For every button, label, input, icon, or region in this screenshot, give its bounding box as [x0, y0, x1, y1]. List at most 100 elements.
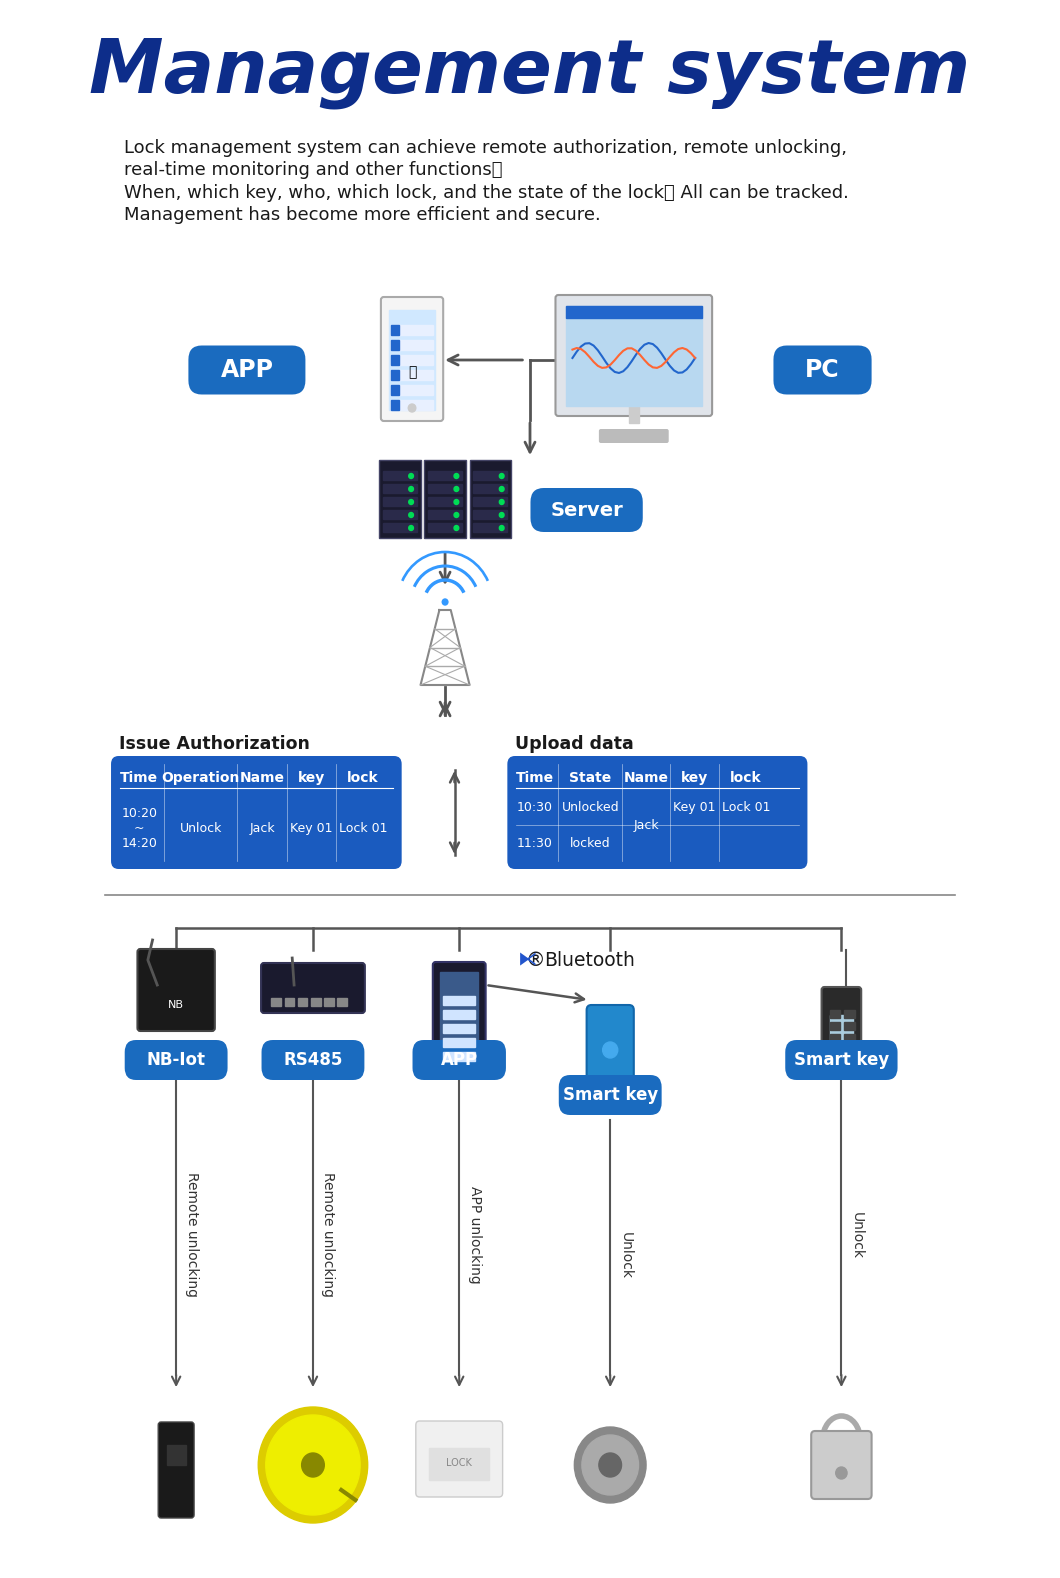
FancyBboxPatch shape — [381, 297, 443, 421]
Bar — [391, 339, 432, 350]
Circle shape — [603, 1041, 618, 1057]
Text: Operation: Operation — [161, 772, 240, 784]
Circle shape — [454, 486, 459, 491]
Bar — [391, 399, 432, 410]
Circle shape — [302, 1453, 324, 1477]
Bar — [337, 997, 347, 1007]
Bar — [166, 1445, 185, 1464]
Circle shape — [409, 486, 413, 491]
Text: Unlock: Unlock — [850, 1212, 864, 1259]
Text: Unlock: Unlock — [619, 1231, 633, 1278]
Bar — [830, 1010, 841, 1018]
FancyBboxPatch shape — [111, 756, 402, 869]
Text: real-time monitoring and other functions。: real-time monitoring and other functions… — [124, 161, 502, 178]
Bar — [428, 497, 462, 507]
FancyBboxPatch shape — [470, 461, 511, 538]
Circle shape — [266, 1415, 360, 1515]
Bar — [391, 385, 399, 394]
Bar — [428, 522, 462, 532]
Text: NB-Iot: NB-Iot — [146, 1051, 206, 1068]
Bar — [271, 997, 281, 1007]
Bar — [391, 369, 432, 380]
Text: Smart key: Smart key — [563, 1086, 658, 1105]
Bar — [428, 510, 462, 519]
FancyBboxPatch shape — [125, 1040, 228, 1079]
FancyBboxPatch shape — [785, 1040, 898, 1079]
Text: Time: Time — [515, 772, 553, 784]
FancyBboxPatch shape — [555, 295, 712, 417]
Circle shape — [454, 525, 459, 530]
Bar — [429, 1449, 490, 1480]
Bar — [443, 1053, 475, 1060]
Bar — [474, 522, 508, 532]
FancyBboxPatch shape — [599, 429, 669, 443]
Circle shape — [499, 486, 505, 491]
Text: Issue Authorization: Issue Authorization — [119, 735, 310, 753]
FancyBboxPatch shape — [416, 1422, 502, 1498]
FancyBboxPatch shape — [432, 963, 485, 1068]
Text: Bluetooth: Bluetooth — [544, 950, 635, 969]
Text: locked: locked — [570, 836, 611, 849]
Bar — [383, 522, 417, 532]
Bar — [383, 510, 417, 519]
Text: lock: lock — [730, 772, 762, 784]
FancyBboxPatch shape — [424, 461, 465, 538]
Text: Name: Name — [240, 772, 284, 784]
Text: ⧔: ⧔ — [517, 950, 537, 969]
Bar — [391, 369, 399, 380]
Text: Management system: Management system — [89, 35, 971, 109]
Text: NB: NB — [169, 1000, 184, 1010]
Bar — [566, 306, 702, 406]
Text: 🔒: 🔒 — [408, 365, 417, 379]
Text: Lock 01: Lock 01 — [722, 800, 771, 814]
Bar — [443, 1038, 475, 1046]
Bar — [844, 1034, 854, 1041]
Text: Lock management system can achieve remote authorization, remote unlocking,: Lock management system can achieve remot… — [124, 139, 847, 156]
Text: ®: ® — [525, 950, 545, 969]
Text: Key 01: Key 01 — [289, 822, 333, 835]
Circle shape — [409, 513, 413, 518]
Bar — [428, 484, 462, 492]
FancyBboxPatch shape — [379, 461, 421, 538]
FancyBboxPatch shape — [262, 1040, 365, 1079]
Text: Jack: Jack — [249, 822, 275, 835]
Text: Remote unlocking: Remote unlocking — [321, 1172, 335, 1297]
Circle shape — [454, 513, 459, 518]
Text: Upload data: Upload data — [515, 735, 634, 753]
Text: Unlocked: Unlocked — [562, 800, 619, 814]
Circle shape — [499, 500, 505, 505]
Bar — [629, 406, 638, 423]
Text: When, which key, who, which lock, and the state of the lock， All can be tracked.: When, which key, who, which lock, and th… — [124, 185, 849, 202]
Text: key: key — [298, 772, 324, 784]
Bar — [383, 484, 417, 492]
Circle shape — [582, 1434, 638, 1494]
Circle shape — [454, 500, 459, 505]
FancyBboxPatch shape — [811, 1431, 871, 1499]
Bar — [844, 1023, 854, 1030]
Bar — [391, 325, 399, 335]
Bar — [391, 385, 432, 394]
FancyBboxPatch shape — [261, 963, 365, 1013]
Text: Server: Server — [550, 500, 623, 519]
Bar — [830, 1023, 841, 1030]
Text: APP: APP — [220, 358, 273, 382]
Bar — [391, 339, 399, 350]
Circle shape — [575, 1427, 646, 1502]
Bar — [298, 997, 307, 1007]
Circle shape — [599, 1453, 621, 1477]
Circle shape — [408, 404, 416, 412]
Circle shape — [499, 513, 505, 518]
Text: Unlock: Unlock — [179, 822, 222, 835]
FancyBboxPatch shape — [530, 488, 642, 532]
Text: LOCK: LOCK — [446, 1458, 472, 1468]
Text: RS485: RS485 — [283, 1051, 342, 1068]
Text: Remote unlocking: Remote unlocking — [184, 1172, 198, 1297]
Bar — [311, 997, 320, 1007]
Text: APP: APP — [441, 1051, 478, 1068]
Text: Name: Name — [623, 772, 669, 784]
FancyBboxPatch shape — [412, 1040, 506, 1079]
Text: 11:30: 11:30 — [517, 836, 552, 849]
Circle shape — [835, 1468, 847, 1479]
Bar — [474, 510, 508, 519]
FancyBboxPatch shape — [508, 756, 808, 869]
